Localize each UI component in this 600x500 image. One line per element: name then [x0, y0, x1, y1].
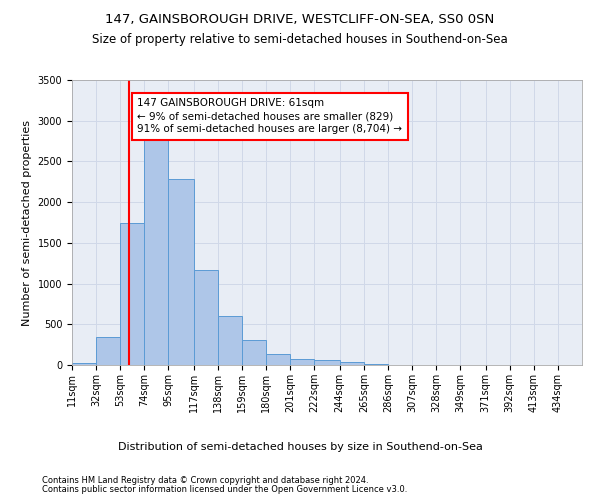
- Bar: [290, 359, 314, 365]
- Text: 147, GAINSBOROUGH DRIVE, WESTCLIFF-ON-SEA, SS0 0SN: 147, GAINSBOROUGH DRIVE, WESTCLIFF-ON-SE…: [106, 12, 494, 26]
- Bar: [266, 354, 290, 365]
- Text: Distribution of semi-detached houses by size in Southend-on-Sea: Distribution of semi-detached houses by …: [118, 442, 482, 452]
- Bar: [145, 127, 169, 365]
- Bar: [218, 316, 242, 365]
- Bar: [340, 362, 364, 365]
- Y-axis label: Number of semi-detached properties: Number of semi-detached properties: [22, 120, 32, 326]
- Bar: [194, 270, 218, 365]
- Bar: [314, 360, 340, 365]
- Bar: [72, 362, 96, 365]
- Text: Size of property relative to semi-detached houses in Southend-on-Sea: Size of property relative to semi-detach…: [92, 32, 508, 46]
- Bar: [169, 178, 194, 365]
- Text: Contains HM Land Registry data © Crown copyright and database right 2024.: Contains HM Land Registry data © Crown c…: [42, 476, 368, 485]
- Bar: [120, 222, 145, 365]
- Text: 147 GAINSBOROUGH DRIVE: 61sqm
← 9% of semi-detached houses are smaller (829)
91%: 147 GAINSBOROUGH DRIVE: 61sqm ← 9% of se…: [137, 98, 403, 134]
- Bar: [364, 364, 388, 365]
- Bar: [242, 340, 266, 365]
- Bar: [96, 336, 120, 365]
- Text: Contains public sector information licensed under the Open Government Licence v3: Contains public sector information licen…: [42, 485, 407, 494]
